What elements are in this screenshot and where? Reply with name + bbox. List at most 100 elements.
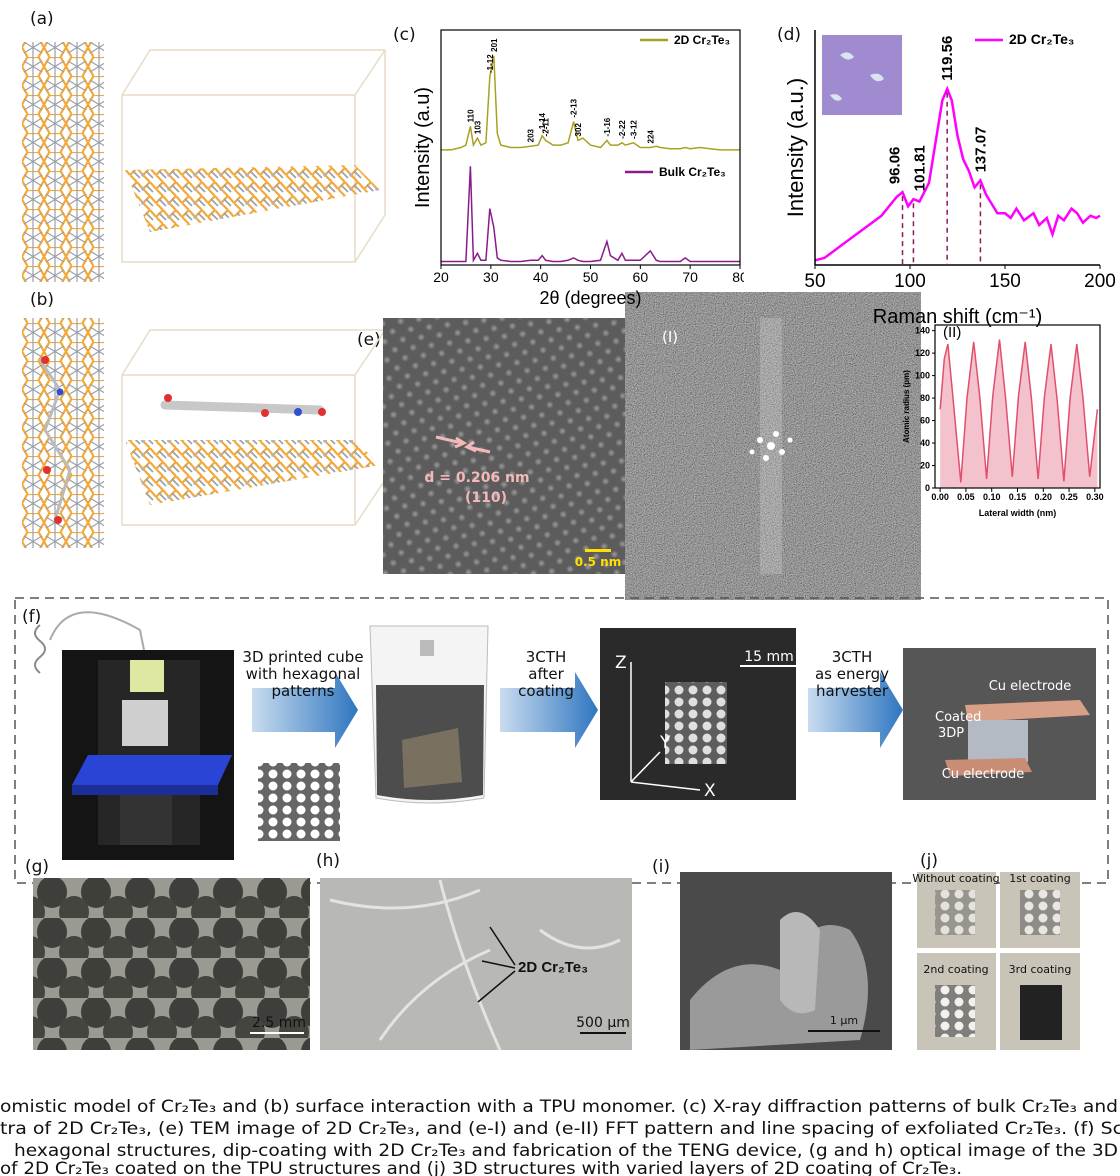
fft-label: (I) [662, 328, 678, 346]
electrode-label: Cu electrode [989, 679, 1072, 694]
y-tick-label: 100 [915, 371, 930, 381]
peak-label: 96.06 [887, 147, 904, 185]
coated-label: 3DP [938, 726, 964, 741]
x-tick-label: 70 [682, 269, 698, 285]
x-tick-label: 200 [1084, 271, 1116, 292]
y-tick-label: 140 [915, 326, 930, 336]
scale-bar: 2.5 mm [252, 1015, 306, 1031]
panel-label: (b) [30, 290, 54, 310]
step-text: 3D printed cube [242, 648, 363, 666]
legend-label: 2D Cr₂Te₃ [1009, 31, 1074, 47]
tem-image [383, 318, 626, 574]
panel-label: (i) [652, 857, 670, 877]
peak-label: 110 [466, 109, 475, 122]
coating-photos [917, 872, 1080, 1050]
step-text: patterns [272, 682, 335, 700]
scale-bar: 0.5 nm [575, 555, 621, 569]
x-tick-label: 0.30 [1086, 492, 1104, 502]
x-tick-label: 150 [989, 271, 1021, 292]
panel-label: (c) [393, 25, 416, 45]
peak-label: -2-13 [570, 98, 579, 117]
peak-label: 224 [646, 130, 655, 144]
x-tick-label: 50 [804, 271, 825, 292]
scale-bar: 1 µm [830, 1014, 858, 1027]
peak-label: 101.81 [911, 145, 928, 191]
panel-label: (a) [30, 9, 54, 29]
peak-label: 103 [473, 120, 482, 134]
coating-label: Without coating [912, 872, 999, 885]
y-tick-label: 60 [920, 416, 930, 426]
lattice-spacing: d = 0.206 nm [424, 470, 529, 486]
data-line [441, 166, 740, 261]
y-axis-label: Intensity (a.u) [412, 87, 434, 208]
caption-line: of 2D Cr₂Te₃ coated on the TPU structure… [0, 1159, 962, 1176]
chart-title: (II) [943, 324, 961, 341]
y-tick-label: 80 [920, 393, 930, 403]
scale-bar: 500 µm [576, 1015, 630, 1031]
coating-label: 3rd coating [1009, 963, 1072, 976]
y-tick-label: 40 [920, 438, 930, 448]
peak-label: -2-22 [618, 120, 627, 139]
x-tick-label: 80 [732, 269, 748, 285]
material-label: 2D Cr₂Te₃ [518, 959, 588, 976]
step-text: as energy [815, 665, 889, 683]
optical-inset [822, 35, 902, 115]
scale-bar: 15 mm [744, 649, 794, 665]
figure: (a) (b) (c) (d) (e) (f) (g) (h) (i) (j) … [0, 0, 1120, 1176]
panel-label: (d) [777, 25, 801, 45]
coating-label: 2nd coating [923, 963, 988, 976]
x-axis-label: Lateral width (nm) [979, 508, 1057, 518]
legend-label: Bulk Cr₂Te₃ [659, 165, 726, 179]
x-tick-label: 0.10 [983, 492, 1001, 502]
peak-label: -2-11 [542, 118, 551, 137]
y-tick-label: 120 [915, 348, 930, 358]
step-text: 3CTH [832, 648, 872, 666]
peak-label: 201 [490, 38, 499, 52]
peak-label: -3-12 [629, 120, 638, 139]
peak-label: 203 [527, 128, 536, 142]
hex-structure [258, 763, 340, 841]
step-text: 3CTH [526, 648, 566, 666]
axis-label: Y [659, 733, 671, 753]
y-tick-label: 0 [925, 483, 930, 493]
caption-line: tra of 2D Cr₂Te₃, (e) TEM image of 2D Cr… [0, 1119, 1120, 1138]
x-axis-label: 2θ (degrees) [539, 288, 641, 308]
x-tick-label: 0.20 [1035, 492, 1053, 502]
axis-label: X [704, 781, 716, 801]
peak-label: 137.07 [972, 127, 989, 173]
x-tick-label: 50 [583, 269, 599, 285]
y-axis-label: Atomic radius (pm) [902, 370, 911, 443]
y-tick-label: 20 [920, 461, 930, 471]
caption-line: omistic model of Cr₂Te₃ and (b) surface … [0, 1097, 1118, 1116]
panel-label: (g) [25, 857, 49, 877]
caption-line: hexagonal structures, dip-coating with 2… [14, 1141, 1118, 1160]
x-tick-label: 0.25 [1060, 492, 1078, 502]
electrode-label: Cu electrode [942, 767, 1025, 782]
x-tick-label: 0.15 [1009, 492, 1027, 502]
panel-label: (h) [316, 851, 340, 871]
legend-label: 2D Cr₂Te₃ [674, 33, 730, 47]
model-a [22, 42, 385, 282]
x-tick-label: 40 [533, 269, 549, 285]
x-tick-label: 30 [483, 269, 499, 285]
axis-label: Z [615, 653, 627, 673]
x-tick-label: 100 [894, 271, 926, 292]
peak-label: 302 [574, 123, 583, 137]
x-tick-label: 60 [633, 269, 649, 285]
lattice-plane: (110) [465, 490, 507, 506]
coated-label: Coated [935, 710, 981, 725]
beaker [370, 626, 488, 803]
peak-label: 119.56 [939, 36, 956, 81]
x-tick-label: 20 [433, 269, 449, 285]
step-text: with hexagonal [246, 665, 361, 683]
step-text: after [528, 665, 564, 683]
x-tick-label: 0.00 [931, 492, 949, 502]
area-fill [940, 340, 1097, 488]
panel-label: (f) [22, 607, 41, 627]
peak-label: -1-16 [603, 117, 612, 136]
printer [35, 612, 234, 860]
peak-label: -1-12 [486, 54, 495, 73]
coating-label: 1st coating [1009, 872, 1070, 885]
x-tick-label: 0.05 [957, 492, 975, 502]
panel-label: (e) [357, 330, 381, 350]
